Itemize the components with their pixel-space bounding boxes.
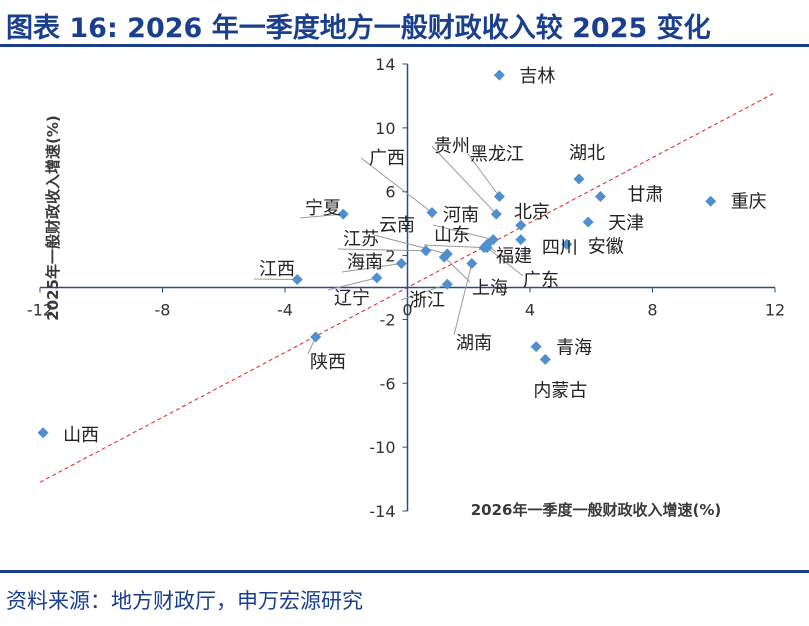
data-point-marker xyxy=(481,242,493,254)
leader-lines-group xyxy=(253,145,524,355)
data-point-marker xyxy=(539,353,551,365)
data-point-label: 江西 xyxy=(259,259,295,280)
title-rule xyxy=(0,44,809,47)
source-rule xyxy=(0,570,809,573)
leader-line xyxy=(337,248,426,252)
y-tick-label: -14 xyxy=(369,502,395,521)
leader-line xyxy=(431,145,497,215)
x-tick-label: 4 xyxy=(525,301,535,320)
data-point-marker xyxy=(515,234,527,246)
data-point-label: 福建 xyxy=(496,246,532,267)
x-tick-label: 0 xyxy=(402,301,412,320)
leader-line xyxy=(453,263,473,336)
leader-line xyxy=(373,234,448,255)
data-point-label: 山西 xyxy=(63,425,99,446)
data-point-label: 山东 xyxy=(434,225,470,246)
y-tick-label: -10 xyxy=(369,438,395,457)
data-point-label: 浙江 xyxy=(409,290,445,311)
data-point-marker xyxy=(493,191,505,203)
data-point-marker xyxy=(466,258,478,270)
data-point-label: 安徽 xyxy=(588,236,624,257)
data-point-marker xyxy=(37,427,49,439)
leader-line xyxy=(443,256,471,283)
data-point-label: 吉林 xyxy=(519,66,555,87)
leader-line xyxy=(467,153,500,197)
data-point-label: 甘肃 xyxy=(627,185,663,206)
y-tick-label: 2 xyxy=(385,247,395,266)
data-point-marker xyxy=(582,216,594,228)
data-point-label: 四川 xyxy=(542,238,578,259)
y-axis-label: 2025年一般财政收入增速(%) xyxy=(44,115,62,321)
data-point-marker xyxy=(490,208,502,220)
axes-group xyxy=(39,63,776,512)
data-point-label: 海南 xyxy=(347,252,383,273)
y-tick-label: -2 xyxy=(380,310,396,329)
leader-line xyxy=(486,247,524,277)
data-point-label: 辽宁 xyxy=(334,288,370,309)
data-point-label: 云南 xyxy=(379,215,415,236)
tick-labels-group: -12 -8 -4 0 4 8 12 -14 -10 -6 -2 2 6 10 14 xyxy=(27,55,785,521)
y-tick-label: 14 xyxy=(375,55,395,74)
data-points-group xyxy=(37,69,717,439)
data-point-label: 宁夏 xyxy=(305,198,341,219)
data-point-label: 天津 xyxy=(608,213,644,234)
data-point-label: 重庆 xyxy=(731,191,767,212)
leader-line xyxy=(299,213,344,219)
data-point-marker xyxy=(420,245,432,257)
leader-line xyxy=(400,283,448,301)
leader-line xyxy=(360,157,433,213)
data-point-label: 广西 xyxy=(369,148,405,169)
x-tick-label: -8 xyxy=(155,301,171,320)
data-point-label: 湖南 xyxy=(456,333,492,354)
data-point-marker xyxy=(291,274,303,286)
data-point-marker xyxy=(426,206,438,218)
y-tick-label: 10 xyxy=(375,119,395,138)
data-point-marker xyxy=(337,208,349,220)
data-point-marker xyxy=(371,272,383,284)
source-note: 资料来源：地方财政厅，申万宏源研究 xyxy=(6,589,363,613)
x-tick-label: 8 xyxy=(647,301,657,320)
data-point-label: 上海 xyxy=(472,278,508,299)
x-tick-label: 12 xyxy=(765,301,785,320)
data-point-label: 青海 xyxy=(556,338,592,359)
x-tick-label: -4 xyxy=(277,301,293,320)
y-tick-label: -6 xyxy=(380,374,396,393)
leader-line xyxy=(423,244,485,249)
data-point-marker xyxy=(493,69,505,81)
data-point-marker xyxy=(395,258,407,270)
leader-line xyxy=(341,263,402,273)
x-tick-label: -12 xyxy=(27,301,53,320)
data-point-label: 北京 xyxy=(514,202,550,223)
data-point-marker xyxy=(561,238,573,250)
data-point-marker xyxy=(705,195,717,207)
data-point-marker xyxy=(530,341,542,353)
leader-line xyxy=(432,224,494,241)
data-point-label: 江苏 xyxy=(343,229,379,250)
y-tick-label: 6 xyxy=(385,183,395,202)
data-point-label: 湖北 xyxy=(569,143,605,164)
data-point-marker xyxy=(573,173,585,185)
x-axis-label: 2026年一季度一般财政收入增速(%) xyxy=(471,501,722,519)
data-point-marker xyxy=(438,251,450,263)
data-point-label: 内蒙古 xyxy=(533,380,587,401)
data-point-marker xyxy=(515,219,527,231)
chart-title: 图表 16: 2026 年一季度地方一般财政收入较 2025 变化 xyxy=(6,13,711,44)
data-point-marker xyxy=(441,278,453,290)
data-point-marker xyxy=(310,331,322,343)
data-point-label: 贵州 xyxy=(434,136,470,157)
data-point-label: 黑龙江 xyxy=(470,144,524,165)
data-point-label: 河南 xyxy=(443,205,479,226)
leader-line xyxy=(327,277,377,291)
leader-line xyxy=(253,278,298,281)
data-point-label: 广东 xyxy=(523,270,559,291)
data-point-marker xyxy=(594,191,606,203)
data-point-label: 陕西 xyxy=(310,352,346,373)
